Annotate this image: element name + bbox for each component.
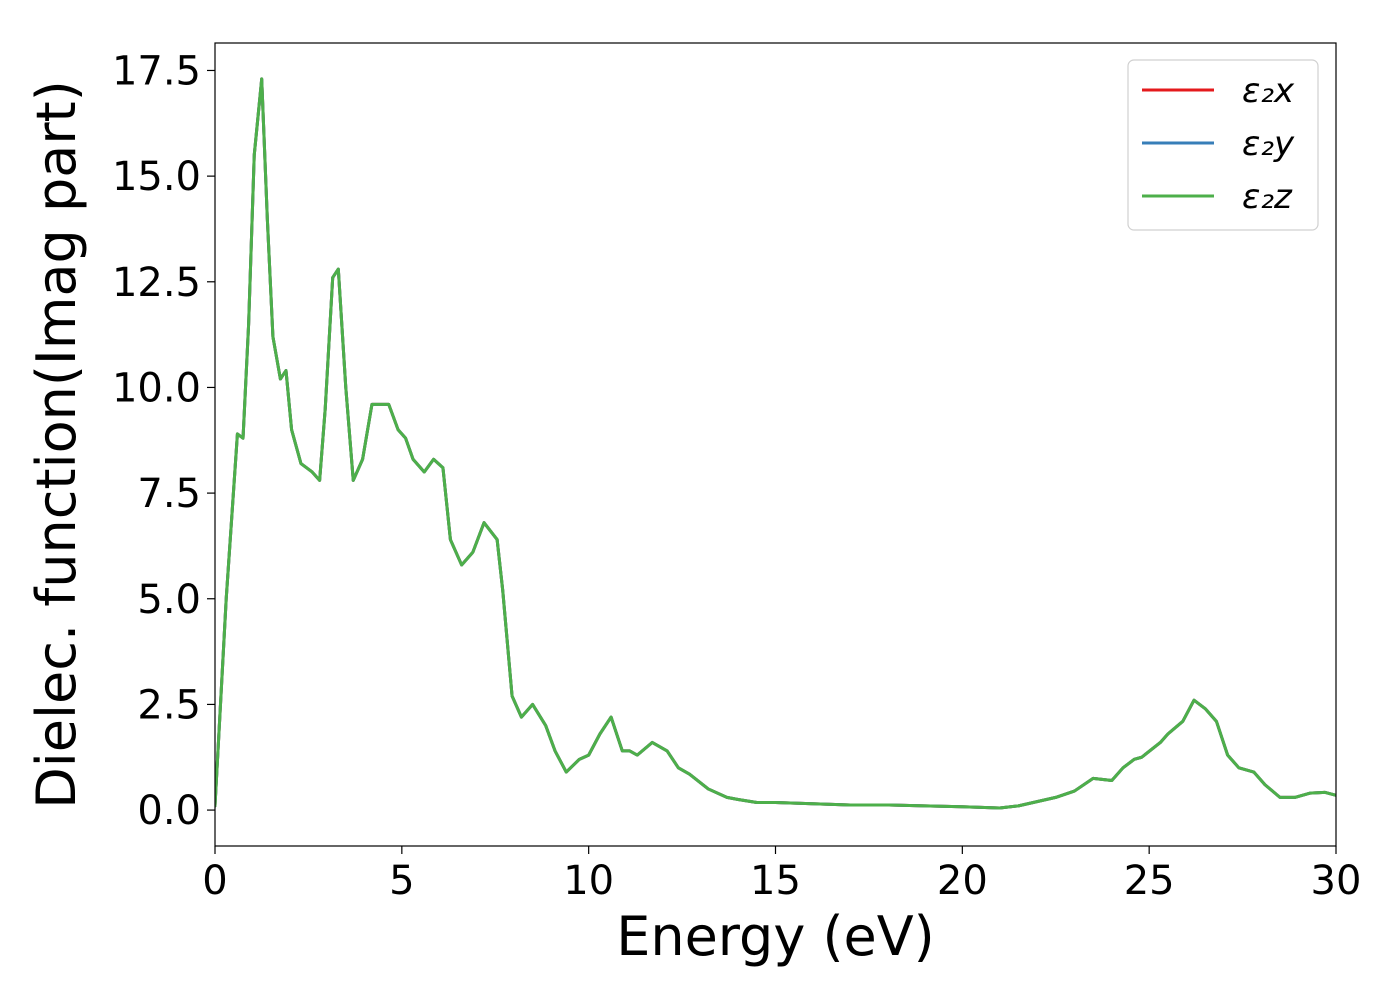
legend-box <box>1127 59 1319 231</box>
series-line-3 <box>215 77 1336 810</box>
x-axis-title: Energy (eV) <box>616 905 935 968</box>
x-tick-label: 15 <box>750 858 801 904</box>
x-tick-label: 0 <box>202 858 227 904</box>
legend-label: ε₂y <box>1242 124 1295 164</box>
plot-area <box>215 77 1336 810</box>
y-tick-label: 10.0 <box>112 365 201 411</box>
x-tick-label: 10 <box>563 858 614 904</box>
y-axis-title: Dielec. function(Imag part) <box>25 80 88 809</box>
x-tick-label: 20 <box>937 858 988 904</box>
legend-label: ε₂x <box>1242 71 1295 111</box>
x-tick-label: 30 <box>1311 858 1362 904</box>
x-tick-label: 5 <box>389 858 414 904</box>
axes: 0 5 10 15 20 25 30 0.0 2.5 5.0 7.5 10.0 12.5 15.0 17.5 <box>112 42 1362 904</box>
y-tick-label: 12.5 <box>112 260 201 306</box>
y-tick-label: 17.5 <box>112 48 201 94</box>
y-tick-label: 15.0 <box>112 154 201 200</box>
x-tick-label: 25 <box>1124 858 1175 904</box>
y-tick-label: 0.0 <box>137 788 201 834</box>
y-tick-label: 7.5 <box>137 471 201 517</box>
y-tick-label: 2.5 <box>137 682 201 728</box>
legend-label: ε₂z <box>1242 177 1293 217</box>
legend: ε₂x ε₂y ε₂z <box>1127 59 1319 231</box>
y-tick-label: 5.0 <box>137 577 201 623</box>
